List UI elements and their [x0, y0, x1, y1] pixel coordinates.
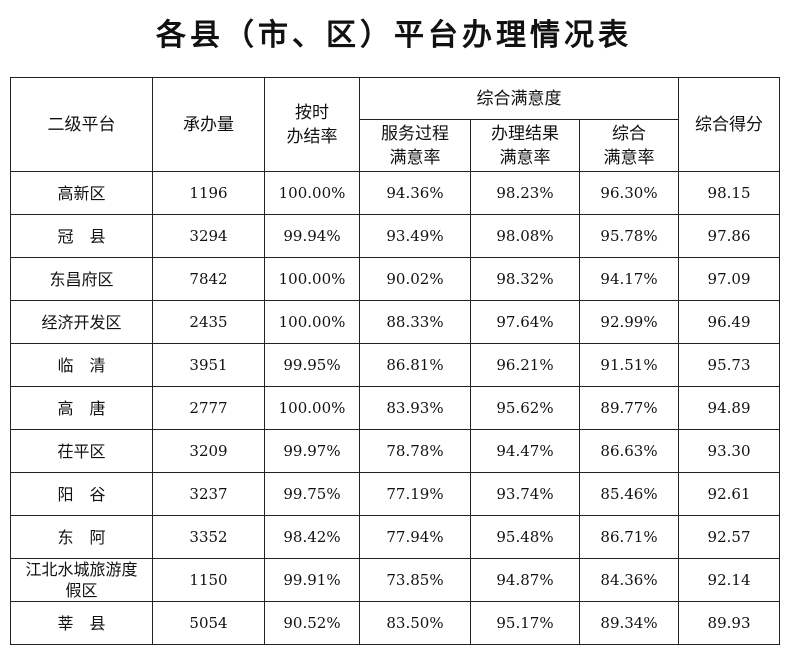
table-row: 高新区 1196 100.00% 94.36% 98.23% 96.30% 98… [10, 171, 781, 215]
overall-cell: 86.63% [578, 429, 680, 473]
volume-cell: 7842 [152, 257, 265, 301]
ontime-cell: 99.91% [264, 558, 360, 602]
process-cell: 83.50% [359, 601, 471, 645]
result-cell: 96.21% [470, 343, 580, 387]
table-row: 江北水城旅游度假区 1150 99.91% 73.85% 94.87% 84.3… [10, 558, 781, 602]
process-cell: 88.33% [359, 300, 471, 344]
platform-name: 临 清 [10, 343, 153, 387]
score-cell: 98.15 [678, 171, 781, 215]
overall-cell: 92.99% [578, 300, 680, 344]
header-satisfaction-group: 综合满意度 [358, 77, 680, 120]
score-cell: 97.09 [678, 257, 781, 301]
table-row: 经济开发区 2435 100.00% 88.33% 97.64% 92.99% … [10, 300, 781, 344]
ontime-cell: 100.00% [264, 171, 360, 215]
result-cell: 98.08% [470, 214, 580, 258]
overall-cell: 86.71% [578, 515, 680, 559]
result-cell: 95.17% [470, 601, 580, 645]
score-cell: 92.61 [678, 472, 781, 516]
result-cell: 93.74% [470, 472, 580, 516]
result-cell: 98.23% [470, 171, 580, 215]
overall-cell: 94.17% [578, 257, 680, 301]
overall-cell: 89.34% [578, 601, 680, 645]
page-title: 各县（市、区）平台办理情况表 [156, 18, 632, 53]
ontime-cell: 100.00% [264, 257, 360, 301]
overall-cell: 95.78% [578, 214, 680, 258]
header-result: 办理结果 满意率 [470, 119, 580, 172]
platform-name: 茌平区 [10, 429, 153, 473]
volume-cell: 3209 [152, 429, 265, 473]
process-cell: 90.02% [359, 257, 471, 301]
score-cell: 95.73 [678, 343, 781, 387]
platform-name: 东昌府区 [10, 257, 153, 301]
overall-cell: 91.51% [578, 343, 680, 387]
ontime-cell: 90.52% [264, 601, 360, 645]
platform-table: 二级平台 承办量 按时 办结率 综合满意度 综合得分 服务过程 满意率 办理结果… [10, 77, 781, 645]
result-cell: 94.47% [470, 429, 580, 473]
score-cell: 92.57 [678, 515, 781, 559]
process-cell: 77.94% [359, 515, 471, 559]
process-cell: 77.19% [359, 472, 471, 516]
volume-cell: 2777 [152, 386, 265, 430]
volume-cell: 3237 [152, 472, 265, 516]
score-cell: 93.30 [678, 429, 781, 473]
platform-name: 冠 县 [10, 214, 153, 258]
overall-cell: 89.77% [578, 386, 680, 430]
ontime-cell: 99.94% [264, 214, 360, 258]
ontime-cell: 98.42% [264, 515, 360, 559]
process-cell: 93.49% [359, 214, 471, 258]
header-score: 综合得分 [678, 77, 781, 172]
table-row: 东昌府区 7842 100.00% 90.02% 98.32% 94.17% 9… [10, 257, 781, 301]
table-row: 高 唐 2777 100.00% 83.93% 95.62% 89.77% 94… [10, 386, 781, 430]
volume-cell: 5054 [152, 601, 265, 645]
platform-name: 莘 县 [10, 601, 153, 645]
table-row: 冠 县 3294 99.94% 93.49% 98.08% 95.78% 97.… [10, 214, 781, 258]
header-ontime: 按时 办结率 [264, 77, 360, 172]
overall-cell: 85.46% [578, 472, 680, 516]
platform-name: 高新区 [10, 171, 153, 215]
table-row: 莘 县 5054 90.52% 83.50% 95.17% 89.34% 89.… [10, 601, 781, 645]
process-cell: 94.36% [359, 171, 471, 215]
score-cell: 97.86 [678, 214, 781, 258]
score-cell: 92.14 [678, 558, 781, 602]
result-cell: 97.64% [470, 300, 580, 344]
header-platform: 二级平台 [10, 77, 153, 172]
process-cell: 78.78% [359, 429, 471, 473]
table-row: 东 阿 3352 98.42% 77.94% 95.48% 86.71% 92.… [10, 515, 781, 559]
volume-cell: 3352 [152, 515, 265, 559]
volume-cell: 3294 [152, 214, 265, 258]
result-cell: 94.87% [470, 558, 580, 602]
score-cell: 96.49 [678, 300, 781, 344]
ontime-cell: 99.95% [264, 343, 360, 387]
platform-name: 经济开发区 [10, 300, 153, 344]
header-volume: 承办量 [152, 77, 265, 172]
ontime-cell: 99.97% [264, 429, 360, 473]
table-row: 临 清 3951 99.95% 86.81% 96.21% 91.51% 95.… [10, 343, 781, 387]
score-cell: 89.93 [678, 601, 781, 645]
overall-cell: 96.30% [578, 171, 680, 215]
result-cell: 95.62% [470, 386, 580, 430]
process-cell: 73.85% [359, 558, 471, 602]
overall-cell: 84.36% [578, 558, 680, 602]
ontime-cell: 99.75% [264, 472, 360, 516]
ontime-cell: 100.00% [264, 300, 360, 344]
volume-cell: 2435 [152, 300, 265, 344]
header-overall: 综合 满意率 [578, 119, 680, 172]
process-cell: 86.81% [359, 343, 471, 387]
process-cell: 83.93% [359, 386, 471, 430]
platform-name: 阳 谷 [10, 472, 153, 516]
platform-name: 东 阿 [10, 515, 153, 559]
header-process: 服务过程 满意率 [359, 119, 471, 172]
table-row: 阳 谷 3237 99.75% 77.19% 93.74% 85.46% 92.… [10, 472, 781, 516]
volume-cell: 1150 [152, 558, 265, 602]
volume-cell: 3951 [152, 343, 265, 387]
table-row: 茌平区 3209 99.97% 78.78% 94.47% 86.63% 93.… [10, 429, 781, 473]
platform-name: 江北水城旅游度假区 [10, 558, 153, 602]
result-cell: 95.48% [470, 515, 580, 559]
ontime-cell: 100.00% [264, 386, 360, 430]
platform-name: 高 唐 [10, 386, 153, 430]
volume-cell: 1196 [152, 171, 265, 215]
score-cell: 94.89 [678, 386, 781, 430]
result-cell: 98.32% [470, 257, 580, 301]
